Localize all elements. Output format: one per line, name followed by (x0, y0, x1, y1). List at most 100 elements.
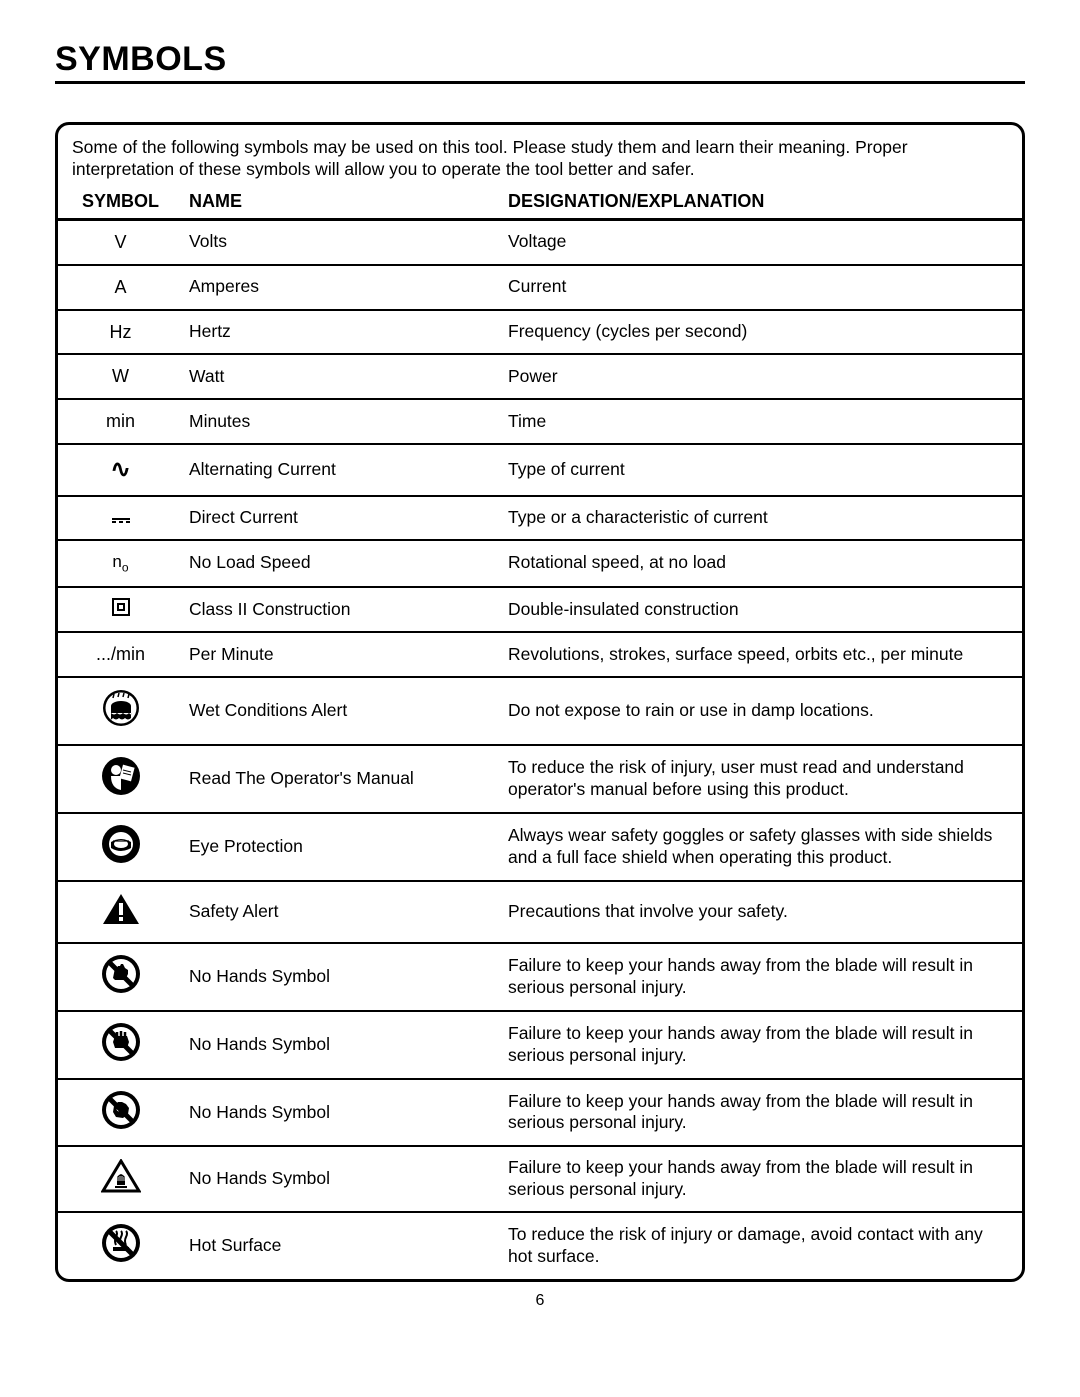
designation-cell: Revolutions, strokes, surface speed, orb… (458, 632, 1022, 677)
hot-icon (101, 1223, 141, 1263)
name-cell: Amperes (183, 265, 458, 310)
designation-cell: Type of current (458, 444, 1022, 496)
table-row: WWattPower (58, 354, 1022, 399)
table-row: VVoltsVoltage (58, 219, 1022, 264)
symbol-cell (58, 587, 183, 633)
table-row: HzHertzFrequency (cycles per second) (58, 310, 1022, 355)
table-row: min MinutesTime (58, 399, 1022, 444)
name-cell: No Hands Symbol (183, 1146, 458, 1212)
symbol-text: min (106, 411, 135, 431)
manual-icon (101, 756, 141, 796)
name-cell: No Hands Symbol (183, 1079, 458, 1147)
no-load-icon: no (112, 552, 128, 571)
table-row: ∿ Alternating CurrentType of current (58, 444, 1022, 496)
name-cell: Per Minute (183, 632, 458, 677)
symbol-text: W (112, 366, 129, 386)
designation-cell: Failure to keep your hands away from the… (458, 943, 1022, 1011)
table-row: A AmperesCurrent (58, 265, 1022, 310)
symbol-cell: min (58, 399, 183, 444)
designation-cell: To reduce the risk of injury, user must … (458, 745, 1022, 813)
designation-cell: Do not expose to rain or use in damp loc… (458, 677, 1022, 745)
name-cell: Wet Conditions Alert (183, 677, 458, 745)
table-row: No Hands SymbolFailure to keep your hand… (58, 1146, 1022, 1212)
alert-icon (101, 892, 141, 926)
designation-cell: Frequency (cycles per second) (458, 310, 1022, 355)
table-row: No Hands SymbolFailure to keep your hand… (58, 943, 1022, 1011)
table-body: VVoltsVoltageAAmperesCurrentHzHertzFrequ… (58, 219, 1022, 1279)
symbol-cell (58, 881, 183, 943)
designation-cell: Failure to keep your hands away from the… (458, 1146, 1022, 1212)
symbol-text: .../min (96, 644, 145, 664)
header-designation: DESIGNATION/EXPLANATION (458, 187, 1022, 220)
table-row: Hot SurfaceTo reduce the risk of injury … (58, 1212, 1022, 1279)
designation-cell: Double-insulated construction (458, 587, 1022, 633)
symbol-cell (58, 813, 183, 881)
designation-cell: Failure to keep your hands away from the… (458, 1079, 1022, 1147)
table-row: .../min Per MinuteRevolutions, strokes, s… (58, 632, 1022, 677)
page: SYMBOLS Some of the following symbols ma… (0, 0, 1080, 1330)
designation-cell: Precautions that involve your safety. (458, 881, 1022, 943)
symbols-box: Some of the following symbols may be use… (55, 122, 1025, 1282)
title-underline (55, 81, 1025, 84)
name-cell: Eye Protection (183, 813, 458, 881)
table-row: Class II ConstructionDouble-insulated co… (58, 587, 1022, 633)
name-cell: Class II Construction (183, 587, 458, 633)
class2-icon (112, 598, 130, 616)
dc-icon (112, 518, 130, 523)
designation-cell: Voltage (458, 219, 1022, 264)
header-symbol: SYMBOL (58, 187, 183, 220)
designation-cell: Failure to keep your hands away from the… (458, 1011, 1022, 1079)
symbol-cell (58, 677, 183, 745)
designation-cell: Rotational speed, at no load (458, 540, 1022, 586)
symbol-cell: V (58, 219, 183, 264)
symbol-cell: .../min (58, 632, 183, 677)
name-cell: Volts (183, 219, 458, 264)
symbol-cell: W (58, 354, 183, 399)
eye-icon (101, 824, 141, 864)
name-cell: No Hands Symbol (183, 943, 458, 1011)
table-header-row: SYMBOL NAME DESIGNATION/EXPLANATION (58, 187, 1022, 220)
symbol-cell (58, 1212, 183, 1279)
page-number: 6 (55, 1292, 1025, 1310)
intro-text: Some of the following symbols may be use… (58, 125, 1022, 187)
name-cell: Watt (183, 354, 458, 399)
designation-cell: Current (458, 265, 1022, 310)
name-cell: Minutes (183, 399, 458, 444)
name-cell: Safety Alert (183, 881, 458, 943)
nohand2-icon (101, 1022, 141, 1062)
designation-cell: Type or a characteristic of current (458, 496, 1022, 540)
ac-icon: ∿ (110, 456, 130, 483)
designation-cell: Always wear safety goggles or safety gla… (458, 813, 1022, 881)
table-row: Read The Operator's ManualTo reduce the … (58, 745, 1022, 813)
symbol-cell (58, 943, 183, 1011)
designation-cell: Time (458, 399, 1022, 444)
symbol-text: A (114, 277, 126, 297)
name-cell: Hot Surface (183, 1212, 458, 1279)
table-row: Safety AlertPrecautions that involve you… (58, 881, 1022, 943)
nohand3-icon (101, 1090, 141, 1130)
table-row: No Hands SymbolFailure to keep your hand… (58, 1079, 1022, 1147)
symbol-cell: ∿ (58, 444, 183, 496)
nohand4-icon (101, 1159, 141, 1193)
symbol-cell: no (58, 540, 183, 586)
header-name: NAME (183, 187, 458, 220)
designation-cell: To reduce the risk of injury or damage, … (458, 1212, 1022, 1279)
name-cell: Hertz (183, 310, 458, 355)
name-cell: Alternating Current (183, 444, 458, 496)
symbol-cell (58, 1011, 183, 1079)
table-row: Direct CurrentType or a characteristic o… (58, 496, 1022, 540)
nohand1-icon (101, 954, 141, 994)
name-cell: No Hands Symbol (183, 1011, 458, 1079)
symbol-cell (58, 496, 183, 540)
wet-icon (101, 688, 141, 728)
table-row: Wet Conditions AlertDo not expose to rai… (58, 677, 1022, 745)
table-row: Eye ProtectionAlways wear safety goggles… (58, 813, 1022, 881)
symbol-cell: Hz (58, 310, 183, 355)
table-row: No Hands SymbolFailure to keep your hand… (58, 1011, 1022, 1079)
symbol-cell (58, 1146, 183, 1212)
symbol-cell (58, 1079, 183, 1147)
name-cell: Read The Operator's Manual (183, 745, 458, 813)
symbols-table: SYMBOL NAME DESIGNATION/EXPLANATION VVol… (58, 187, 1022, 1279)
table-row: noNo Load SpeedRotational speed, at no l… (58, 540, 1022, 586)
symbol-cell (58, 745, 183, 813)
